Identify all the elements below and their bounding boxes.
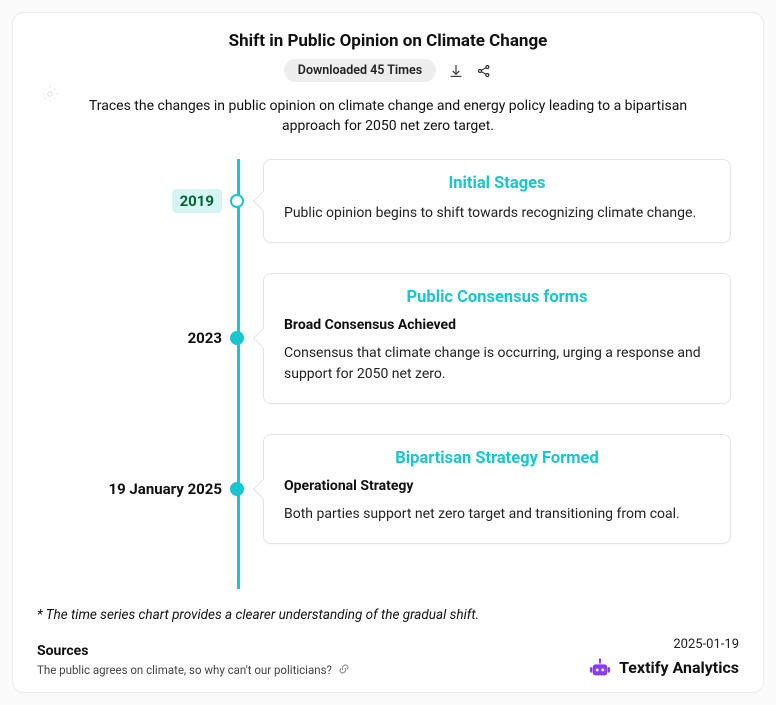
timeline-card-body: Consensus that climate change is occurri… (284, 343, 710, 385)
timeline-card-title: Initial Stages (284, 174, 710, 193)
infographic-card: Shift in Public Opinion on Climate Chang… (12, 12, 764, 693)
timeline-event: 19 January 2025Bipartisan Strategy Forme… (237, 434, 731, 544)
download-count-badge: Downloaded 45 Times (284, 59, 436, 82)
timeline-date: 19 January 2025 (37, 480, 222, 498)
timeline-card-body: Public opinion begins to shift towards r… (284, 203, 710, 224)
brand-name: Textify Analytics (619, 658, 739, 677)
timeline: 2019 Initial Stages Public opinion begins … (37, 159, 739, 589)
meta-row: Downloaded 45 Times (37, 59, 739, 82)
timeline-card-body: Both parties support net zero target and… (284, 504, 710, 525)
timeline-date: 2019 (37, 192, 222, 210)
timeline-card: Initial Stages Public opinion begins to s… (263, 159, 731, 243)
timeline-dot (230, 331, 244, 345)
description-text: Traces the changes in public opinion on … (68, 96, 708, 137)
sources-block: Sources The public agrees on climate, so… (37, 643, 350, 678)
footer: Sources The public agrees on climate, so… (37, 637, 739, 678)
datestamp: 2025-01-19 (589, 637, 739, 652)
header: Shift in Public Opinion on Climate Chang… (37, 31, 739, 137)
timeline-card: Public Consensus forms Broad Consensus Ac… (263, 273, 731, 404)
share-icon[interactable] (476, 63, 492, 79)
footer-right: 2025-01-19 Textify Analytics (589, 637, 739, 678)
brand-robot-icon (589, 658, 611, 678)
timeline-date: 2023 (37, 329, 222, 347)
timeline-card-title: Bipartisan Strategy Formed (284, 449, 710, 468)
source-text: The public agrees on climate, so why can… (37, 663, 332, 677)
timeline-dot (230, 194, 244, 208)
download-icon[interactable] (448, 63, 464, 79)
timeline-card-subtitle: Broad Consensus Achieved (284, 317, 710, 333)
link-icon (338, 663, 350, 678)
timeline-card: Bipartisan Strategy Formed Operational St… (263, 434, 731, 544)
brand-row: Textify Analytics (589, 658, 739, 678)
timeline-event: 2023Public Consensus formsBroad Consensu… (237, 273, 731, 404)
timeline-card-subtitle: Operational Strategy (284, 478, 710, 494)
timeline-dot (230, 482, 244, 496)
footnote-text: * The time series chart provides a clear… (37, 607, 739, 623)
source-link[interactable]: The public agrees on climate, so why can… (37, 663, 350, 678)
timeline-card-title: Public Consensus forms (284, 288, 710, 307)
timeline-event: 2019Initial StagesPublic opinion begins … (237, 159, 731, 243)
settings-icon[interactable] (41, 85, 59, 103)
page-title: Shift in Public Opinion on Climate Chang… (37, 31, 739, 51)
sources-heading: Sources (37, 643, 350, 659)
